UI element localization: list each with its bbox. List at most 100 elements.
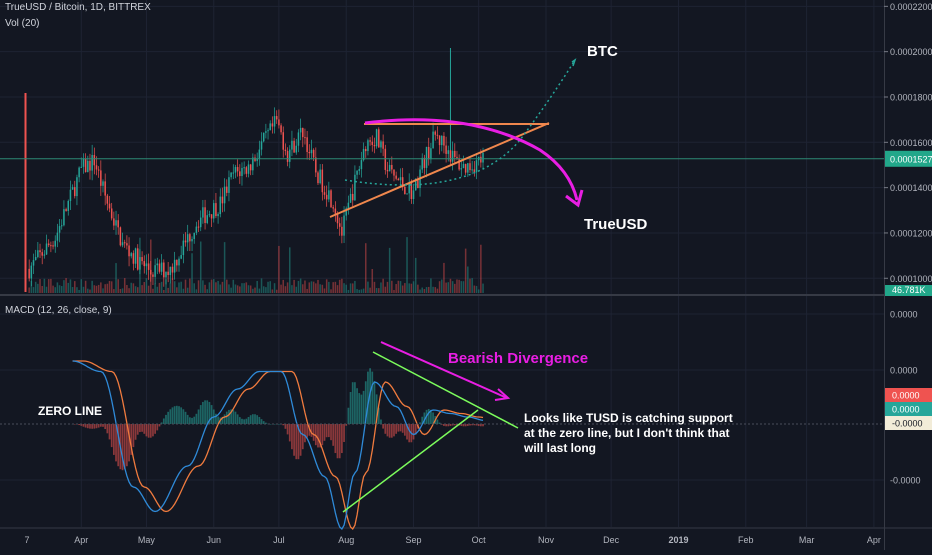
volume-bar <box>423 289 426 293</box>
macd-histogram-bar <box>347 407 350 424</box>
volume-bar <box>93 285 96 293</box>
candle-body <box>180 255 182 259</box>
volume-bar <box>136 287 139 293</box>
macd-histogram-bar <box>156 424 159 431</box>
macd-histogram-bar <box>421 416 424 424</box>
candle-body <box>451 150 454 162</box>
macd-histogram-bar <box>479 424 482 427</box>
candle-body <box>219 196 222 215</box>
candle-body <box>317 172 319 184</box>
candle-body <box>256 158 258 161</box>
time-tick-label: 2019 <box>668 535 688 545</box>
candle-body <box>325 194 328 200</box>
volume-bar <box>102 288 104 293</box>
volume-bar <box>451 281 454 293</box>
macd-histogram-bar <box>204 400 206 424</box>
volume-bar <box>262 286 265 293</box>
volume-bar <box>245 282 248 293</box>
macd-histogram-bar <box>228 409 230 424</box>
candle-body <box>47 243 50 246</box>
candle-body <box>408 182 410 194</box>
volume-bar <box>460 281 463 293</box>
candle-body <box>312 149 315 158</box>
macd-histogram-bar <box>336 424 339 459</box>
macd-resistance-line <box>372 351 519 429</box>
macd-value-label: 0.0000 <box>892 391 920 401</box>
candle-body <box>380 141 382 148</box>
volume-bar <box>74 281 76 293</box>
candle-body <box>480 156 482 163</box>
volume-bar <box>215 282 217 293</box>
volume-bar <box>330 289 332 293</box>
time-tick-label: Dec <box>603 535 620 545</box>
candle-body <box>369 140 371 142</box>
macd-histogram-bar <box>312 424 315 441</box>
candle-body <box>391 164 393 170</box>
macd-histogram-bar <box>319 424 322 448</box>
candle-body <box>184 240 187 243</box>
volume-bar <box>249 285 252 293</box>
candle-body <box>397 178 400 181</box>
candle-body <box>302 127 304 138</box>
volume-bar <box>391 280 393 293</box>
macd-histogram-bar <box>419 422 421 424</box>
btc-projection-arrowhead <box>571 58 577 67</box>
candle-body <box>193 232 195 240</box>
macd-histogram-bar <box>412 424 415 440</box>
candle-body <box>260 141 263 150</box>
volume-bar <box>132 283 135 293</box>
volume-bar <box>254 287 256 293</box>
macd-histogram-bar <box>243 419 246 424</box>
macd-histogram-bar <box>169 409 172 424</box>
macd-histogram-bar <box>453 424 456 426</box>
macd-value-label: -0.0000 <box>892 419 923 429</box>
candle-body <box>241 167 243 177</box>
macd-histogram-bar <box>110 424 113 448</box>
candle-body <box>215 203 217 217</box>
volume-bar <box>193 283 195 293</box>
candle-body <box>395 175 397 179</box>
candle-body <box>243 167 245 169</box>
macd-histogram-bar <box>269 424 272 425</box>
volume-bar <box>297 280 300 293</box>
candle-body <box>160 262 163 272</box>
volume-bar <box>380 282 382 293</box>
volume-bar <box>95 285 98 293</box>
candle-body <box>388 164 391 172</box>
candle-body <box>195 226 198 233</box>
candle-body <box>417 178 419 189</box>
volume-bar <box>219 284 222 293</box>
volume-bar <box>323 288 326 293</box>
candle-body <box>221 196 224 204</box>
candle-body <box>345 208 347 216</box>
volume-bar <box>121 288 124 293</box>
volume-bar <box>228 284 230 293</box>
candle-body <box>80 166 83 168</box>
macd-histogram-bar <box>182 409 185 424</box>
macd-histogram-bar <box>456 424 458 426</box>
volume-bar <box>252 288 254 293</box>
candle-body <box>84 158 87 173</box>
macd-histogram-bar <box>158 424 161 427</box>
volume-bar <box>71 287 74 293</box>
volume-bar <box>351 283 354 293</box>
candle-body <box>119 227 122 246</box>
volume-bar <box>186 287 189 293</box>
macd-histogram-bar <box>223 414 226 424</box>
candle-body <box>191 239 193 242</box>
volume-bar <box>306 288 308 293</box>
trueusd-drop-arrow <box>364 118 579 201</box>
volume-bar <box>345 284 347 293</box>
macd-histogram-bar <box>332 424 335 446</box>
macd-histogram-bar <box>82 424 85 427</box>
volume-bar <box>447 282 450 293</box>
macd-histogram-bar <box>447 424 450 427</box>
candle-body <box>171 266 174 273</box>
candle-body <box>456 156 458 159</box>
analysis-note: Looks like TUSD is catching support at t… <box>524 411 733 455</box>
candle-body <box>278 119 280 126</box>
